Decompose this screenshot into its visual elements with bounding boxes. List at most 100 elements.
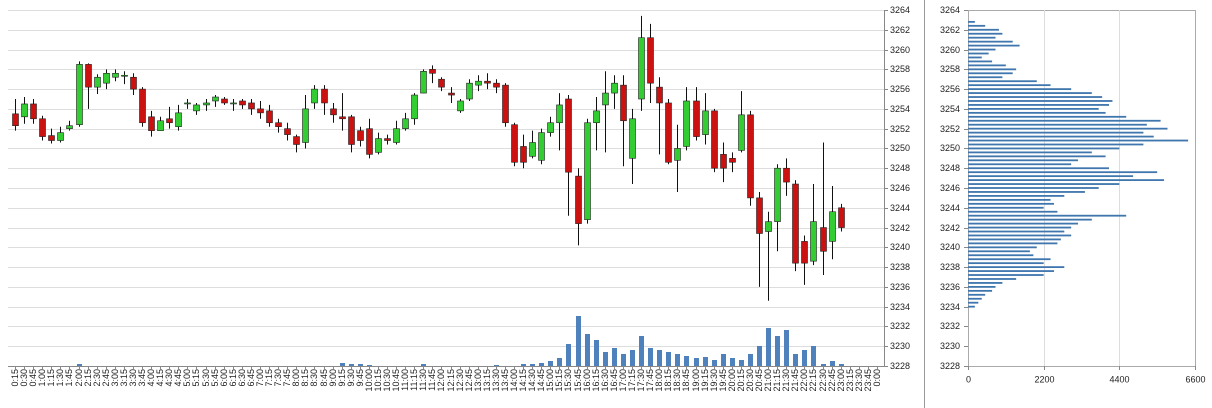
candle-body — [121, 74, 128, 77]
x-tick-label: 21:15 — [772, 369, 782, 392]
y-tick-label: 3252 — [940, 124, 960, 134]
profile-bar — [968, 246, 1037, 249]
x-tick-label: 6:30 — [237, 369, 247, 387]
x-tick-label: 6:45 — [246, 369, 256, 387]
volume-bar — [603, 352, 608, 366]
x-tick-label: 10:00 — [364, 369, 374, 392]
x-tick-label: 17:30 — [636, 369, 646, 392]
y-tick-label: 3234 — [940, 302, 960, 312]
candle-body — [248, 102, 255, 110]
x-tick-label: 12:45 — [464, 369, 474, 392]
x-tick-label: 14:45 — [536, 369, 546, 392]
y-tick-label: 3264 — [890, 5, 910, 15]
profile-bar — [968, 171, 1158, 174]
candle-body — [311, 88, 318, 104]
profile-bar — [968, 195, 1065, 197]
profile-bar — [968, 202, 1054, 205]
profile-bar — [968, 179, 1165, 181]
y-tick-label: 3246 — [890, 183, 910, 193]
y-tick-label: 3230 — [940, 341, 960, 351]
x-tick-label: 11:00 — [400, 369, 410, 391]
x-tick-label: 20:45 — [754, 369, 764, 392]
profile-bar — [968, 119, 1161, 122]
x-tick-label: 8:00 — [291, 369, 301, 387]
x-tick-label: 13:00 — [473, 369, 483, 392]
y-tick-label: 3252 — [890, 124, 910, 134]
volume-bar — [757, 346, 762, 366]
volume-bar — [721, 354, 726, 366]
x-tick-label: 11:45 — [427, 369, 437, 391]
candle-body — [166, 118, 173, 124]
y-tick-label: 3260 — [940, 45, 960, 55]
y-tick-label: 3240 — [890, 242, 910, 252]
profile-bar — [968, 266, 1065, 269]
volume-bar — [784, 330, 789, 366]
candle-body — [466, 82, 473, 100]
x-tick-label: 3:30 — [128, 369, 138, 387]
profile-bar — [968, 242, 1058, 245]
volume-bar — [340, 363, 345, 366]
candle-body — [593, 110, 600, 124]
y-tick-label: 3232 — [890, 321, 910, 331]
candle-body — [638, 37, 645, 100]
x-tick-label: 18:00 — [654, 369, 664, 392]
candle-body — [620, 84, 627, 122]
volume-bar — [585, 334, 590, 366]
candle-body — [420, 71, 427, 94]
x-tick-label: 21:30 — [781, 369, 791, 392]
candle-body — [729, 158, 736, 163]
x-tick-label: 7:15 — [264, 369, 274, 387]
candle-body — [611, 82, 618, 94]
candle-body — [702, 110, 709, 135]
candle-body — [801, 241, 808, 264]
x-tick-label: 8:15 — [300, 369, 310, 387]
x-tick-label: 15:15 — [554, 369, 564, 392]
candle-body — [720, 154, 727, 169]
y-tick-label: 3242 — [890, 223, 910, 233]
candle-body — [230, 102, 237, 105]
candle-body — [94, 76, 101, 88]
x-tick-label: 19:15 — [700, 369, 710, 392]
x-tick-label: 5:45 — [210, 369, 220, 387]
volume-bar — [811, 346, 816, 366]
x-tick-label: 16:45 — [609, 369, 619, 392]
volume-bar — [830, 361, 835, 366]
candle-body — [838, 207, 845, 228]
profile-bar — [968, 285, 996, 288]
x-tick-label: 19:00 — [691, 369, 701, 392]
x-tick-label: 4:00 — [146, 369, 156, 387]
profile-bar — [968, 183, 1120, 185]
x-tick-label: 2:00 — [74, 369, 84, 387]
x-tick-label: 9:15 — [337, 369, 347, 387]
volume-bar — [748, 354, 753, 366]
x-tick-label: 5:00 — [182, 369, 192, 387]
profile-bar — [968, 123, 1147, 126]
x-tick-label: 16:15 — [591, 369, 601, 392]
profile-bar — [968, 163, 1072, 166]
candle-body — [429, 69, 436, 74]
x-tick-label: 6:15 — [228, 369, 238, 387]
x-tick-label: 1:45 — [64, 369, 74, 387]
volume-bar — [775, 336, 780, 366]
candle-body — [402, 118, 409, 129]
candle-body — [57, 132, 64, 141]
x-tick-label: 7:00 — [255, 369, 265, 387]
x-tick-label: 18:15 — [663, 369, 673, 392]
x-tick-label: 20:30 — [745, 369, 755, 392]
volume-bar — [657, 350, 662, 366]
profile-bar — [968, 214, 1127, 217]
candle-body — [438, 78, 445, 88]
volume-bar — [521, 364, 526, 366]
x-tick-label: 9:30 — [346, 369, 356, 387]
x-tick-label: 5:15 — [191, 369, 201, 387]
volume-bar — [839, 364, 844, 366]
profile-bar — [968, 127, 1168, 130]
volume-bar — [349, 364, 354, 366]
candle-body — [602, 92, 609, 106]
profile-bar — [968, 88, 1072, 91]
candle-body — [738, 114, 745, 151]
profile-bar — [968, 40, 1013, 43]
x-tick-label: 16:00 — [582, 369, 592, 392]
candle-body — [203, 102, 210, 106]
x-tick-label: 12:30 — [455, 369, 465, 392]
